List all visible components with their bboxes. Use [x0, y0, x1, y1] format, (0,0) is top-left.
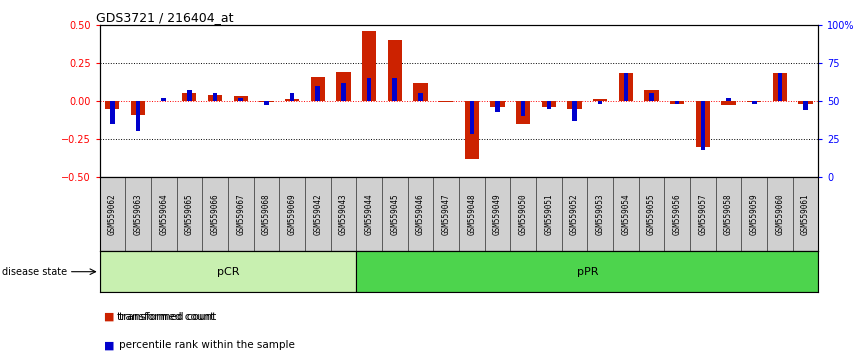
- Bar: [752, 101, 757, 104]
- Bar: [469, 101, 474, 135]
- Text: GSM559057: GSM559057: [698, 193, 708, 235]
- Bar: [187, 90, 191, 101]
- Text: GSM559061: GSM559061: [801, 193, 810, 235]
- Bar: [727, 98, 731, 101]
- Bar: [542, 101, 556, 107]
- Bar: [367, 78, 372, 101]
- Text: GSM559062: GSM559062: [108, 193, 117, 235]
- Bar: [110, 101, 114, 124]
- Text: GSM559063: GSM559063: [133, 193, 143, 235]
- Text: GSM559044: GSM559044: [365, 193, 373, 235]
- Text: pPR: pPR: [577, 267, 598, 277]
- Bar: [778, 74, 782, 101]
- Text: GSM559060: GSM559060: [775, 193, 785, 235]
- Bar: [341, 82, 346, 101]
- Text: GSM559067: GSM559067: [236, 193, 245, 235]
- Bar: [388, 40, 402, 101]
- Text: GSM559065: GSM559065: [185, 193, 194, 235]
- Text: GSM559066: GSM559066: [210, 193, 220, 235]
- Bar: [311, 76, 325, 101]
- Bar: [495, 101, 500, 112]
- Bar: [675, 101, 680, 104]
- Bar: [572, 101, 577, 121]
- Bar: [798, 101, 812, 104]
- Bar: [356, 251, 818, 292]
- Bar: [336, 72, 351, 101]
- Text: GSM559054: GSM559054: [621, 193, 630, 235]
- Bar: [772, 74, 787, 101]
- Text: ■: ■: [104, 340, 114, 350]
- Text: GSM559052: GSM559052: [570, 193, 579, 235]
- Text: GSM559059: GSM559059: [750, 193, 759, 235]
- Bar: [413, 82, 428, 101]
- Text: GSM559058: GSM559058: [724, 193, 733, 235]
- Text: transformed count: transformed count: [119, 312, 216, 322]
- Bar: [362, 31, 376, 101]
- Bar: [520, 101, 526, 116]
- Bar: [264, 101, 268, 105]
- Text: GSM559064: GSM559064: [159, 193, 168, 235]
- Bar: [213, 93, 217, 101]
- Text: ■: ■: [104, 312, 114, 322]
- Bar: [161, 98, 166, 101]
- Bar: [260, 101, 274, 102]
- Bar: [100, 251, 356, 292]
- Bar: [598, 101, 603, 104]
- Bar: [439, 101, 453, 102]
- Text: GDS3721 / 216404_at: GDS3721 / 216404_at: [96, 11, 234, 24]
- Bar: [567, 101, 582, 108]
- Text: GSM559068: GSM559068: [262, 193, 271, 235]
- Bar: [290, 93, 294, 101]
- Bar: [136, 101, 140, 131]
- Text: GSM559049: GSM559049: [493, 193, 502, 235]
- Bar: [619, 74, 633, 101]
- Text: GSM559053: GSM559053: [596, 193, 604, 235]
- Text: disease state: disease state: [2, 267, 67, 277]
- Text: GSM559069: GSM559069: [288, 193, 297, 235]
- Bar: [418, 93, 423, 101]
- Bar: [238, 98, 243, 101]
- Bar: [747, 101, 761, 102]
- Bar: [392, 78, 397, 101]
- Text: GSM559051: GSM559051: [545, 193, 553, 235]
- Bar: [644, 90, 658, 101]
- Bar: [701, 101, 705, 150]
- Bar: [670, 101, 684, 104]
- Text: GSM559055: GSM559055: [647, 193, 656, 235]
- Text: GSM559056: GSM559056: [673, 193, 682, 235]
- Bar: [234, 96, 248, 101]
- Bar: [593, 99, 607, 101]
- Bar: [315, 86, 320, 101]
- Bar: [721, 101, 735, 105]
- Text: GSM559046: GSM559046: [416, 193, 425, 235]
- Text: ■ transformed count: ■ transformed count: [104, 312, 214, 322]
- Text: GSM559047: GSM559047: [442, 193, 450, 235]
- Bar: [490, 101, 505, 107]
- Bar: [546, 101, 551, 108]
- Bar: [624, 74, 628, 101]
- Text: GSM559050: GSM559050: [519, 193, 527, 235]
- Bar: [183, 93, 197, 101]
- Bar: [695, 101, 710, 147]
- Text: GSM559048: GSM559048: [468, 193, 476, 235]
- Bar: [516, 101, 530, 124]
- Bar: [465, 101, 479, 159]
- Text: GSM559043: GSM559043: [339, 193, 348, 235]
- Text: GSM559045: GSM559045: [391, 193, 399, 235]
- Text: GSM559042: GSM559042: [313, 193, 322, 235]
- Text: percentile rank within the sample: percentile rank within the sample: [119, 340, 294, 350]
- Bar: [208, 95, 223, 101]
- Text: pCR: pCR: [216, 267, 239, 277]
- Bar: [285, 99, 299, 101]
- Bar: [131, 101, 145, 115]
- Bar: [650, 93, 654, 101]
- Bar: [106, 101, 120, 108]
- Bar: [804, 101, 808, 110]
